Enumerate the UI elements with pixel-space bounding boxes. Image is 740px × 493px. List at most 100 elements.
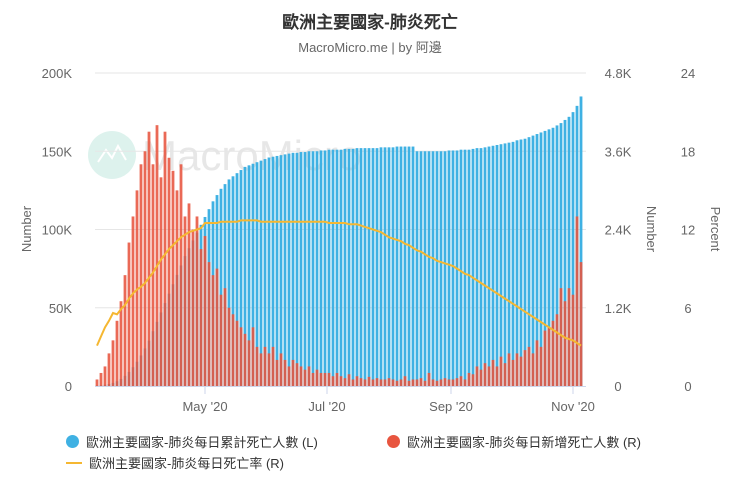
daily-bar bbox=[531, 353, 535, 386]
daily-bar bbox=[351, 379, 355, 386]
daily-bar bbox=[555, 314, 559, 386]
daily-bar bbox=[259, 353, 263, 386]
daily-bar bbox=[463, 379, 467, 386]
cumulative-bar bbox=[535, 134, 539, 386]
daily-bar bbox=[539, 346, 543, 386]
legend-label: 歐洲主要國家-肺炎每日新增死亡人數 (R) bbox=[407, 435, 641, 450]
daily-bar bbox=[271, 346, 275, 386]
daily-bar bbox=[267, 353, 271, 386]
daily-bar bbox=[311, 372, 315, 386]
daily-bar bbox=[211, 275, 215, 386]
right-percent-axis-title: Percent bbox=[708, 207, 723, 252]
daily-bar bbox=[455, 378, 459, 386]
daily-bar bbox=[467, 372, 471, 386]
cumulative-bar bbox=[319, 150, 323, 386]
right-number-tick-label: 1.2K bbox=[605, 301, 632, 316]
cumulative-bar bbox=[303, 152, 307, 386]
x-axis-tick-label: Sep '20 bbox=[429, 399, 473, 414]
cumulative-bar bbox=[471, 148, 475, 386]
daily-bar bbox=[327, 372, 331, 386]
daily-bar bbox=[315, 369, 319, 386]
daily-bar bbox=[419, 378, 423, 386]
cumulative-bar bbox=[243, 166, 247, 386]
cumulative-bar bbox=[383, 147, 387, 386]
cumulative-bar bbox=[439, 151, 443, 386]
daily-bar bbox=[207, 262, 211, 386]
cumulative-bar bbox=[323, 150, 327, 386]
daily-bar bbox=[163, 131, 167, 386]
cumulative-bar bbox=[251, 163, 255, 386]
daily-bar bbox=[343, 378, 347, 386]
right-percent-tick-label: 12 bbox=[681, 223, 695, 238]
daily-bar bbox=[483, 363, 487, 386]
daily-bar bbox=[471, 374, 475, 386]
cumulative-bar bbox=[547, 129, 551, 386]
cumulative-bar bbox=[419, 151, 423, 386]
cumulative-bar bbox=[395, 146, 399, 386]
daily-bar bbox=[319, 372, 323, 386]
cumulative-bar bbox=[347, 148, 351, 386]
daily-bar bbox=[255, 346, 259, 386]
cumulative-bar bbox=[271, 156, 275, 386]
daily-bar bbox=[367, 376, 371, 386]
blue-circle-icon bbox=[66, 435, 79, 448]
daily-bar bbox=[499, 356, 503, 386]
left-axis-tick-label: 200K bbox=[42, 66, 73, 81]
cumulative-bar bbox=[375, 148, 379, 386]
daily-bar bbox=[387, 378, 391, 386]
daily-bar bbox=[175, 190, 179, 386]
cumulative-bar bbox=[363, 148, 367, 386]
daily-bar bbox=[119, 301, 123, 386]
daily-bar bbox=[135, 190, 139, 386]
daily-bar bbox=[275, 359, 279, 386]
death-rate-line bbox=[96, 219, 582, 347]
daily-bar bbox=[479, 369, 483, 386]
daily-bar bbox=[435, 380, 439, 386]
daily-bar bbox=[427, 372, 431, 386]
daily-bar bbox=[115, 320, 119, 386]
daily-bar bbox=[299, 366, 303, 386]
daily-bar bbox=[563, 301, 567, 386]
daily-bar bbox=[279, 353, 283, 386]
daily-bar bbox=[239, 327, 243, 386]
daily-bar bbox=[95, 379, 99, 386]
cumulative-bar bbox=[355, 148, 359, 386]
daily-bar bbox=[451, 379, 455, 386]
right-percent-tick-label: 24 bbox=[681, 66, 695, 81]
daily-bar bbox=[339, 376, 343, 386]
cumulative-bar bbox=[343, 148, 347, 386]
watermark-logo-icon bbox=[88, 131, 136, 179]
cumulative-bar bbox=[571, 112, 575, 386]
cumulative-bar bbox=[559, 123, 563, 386]
daily-bar bbox=[547, 327, 551, 386]
cumulative-bar bbox=[475, 148, 479, 386]
legend-item-cumulative[interactable]: 歐洲主要國家-肺炎每日累計死亡人數 (L) bbox=[66, 432, 318, 451]
daily-bar bbox=[535, 340, 539, 386]
daily-bar bbox=[227, 307, 231, 386]
legend-item-rate[interactable]: 歐洲主要國家-肺炎每日死亡率 (R) bbox=[66, 453, 284, 472]
daily-bar bbox=[391, 379, 395, 386]
legend-item-daily[interactable]: 歐洲主要國家-肺炎每日新增死亡人數 (R) bbox=[387, 432, 641, 451]
cumulative-bar bbox=[239, 170, 243, 386]
cumulative-bar bbox=[467, 149, 471, 386]
daily-bar bbox=[439, 379, 443, 386]
cumulative-bar bbox=[351, 148, 355, 386]
daily-deaths-bars bbox=[95, 125, 583, 387]
red-circle-icon bbox=[387, 435, 400, 448]
daily-bar bbox=[459, 376, 463, 386]
daily-bar bbox=[191, 229, 195, 386]
right-number-tick-label: 2.4K bbox=[605, 223, 632, 238]
line-icon bbox=[66, 461, 82, 464]
cumulative-bar bbox=[451, 150, 455, 386]
daily-bar bbox=[375, 378, 379, 386]
cumulative-bar bbox=[283, 154, 287, 386]
daily-bar bbox=[383, 379, 387, 386]
left-axis-tick-label: 0 bbox=[65, 379, 72, 394]
cumulative-bar bbox=[267, 157, 271, 386]
daily-bar bbox=[423, 380, 427, 386]
daily-bar bbox=[247, 340, 251, 386]
daily-bar bbox=[475, 366, 479, 386]
daily-bar bbox=[559, 288, 563, 386]
daily-bar bbox=[395, 380, 399, 386]
daily-bar bbox=[167, 157, 171, 386]
